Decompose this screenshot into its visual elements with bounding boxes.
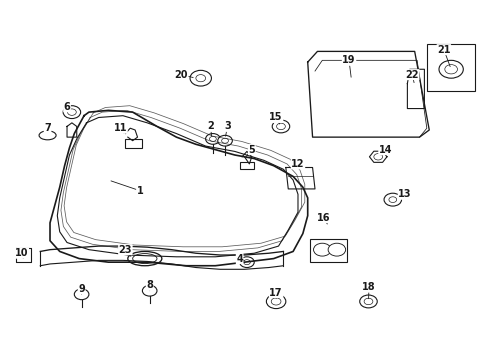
- Text: 8: 8: [146, 280, 153, 291]
- Circle shape: [276, 123, 285, 130]
- Ellipse shape: [127, 251, 162, 266]
- Circle shape: [205, 134, 220, 144]
- Text: 4: 4: [236, 253, 243, 264]
- Circle shape: [388, 197, 396, 203]
- Text: 16: 16: [316, 212, 330, 222]
- Text: 3: 3: [224, 121, 230, 131]
- Text: 11: 11: [114, 123, 127, 133]
- Text: 12: 12: [291, 159, 304, 169]
- Circle shape: [63, 106, 81, 118]
- Circle shape: [190, 70, 211, 86]
- Circle shape: [272, 120, 289, 133]
- Text: 2: 2: [206, 121, 213, 131]
- Text: 13: 13: [397, 189, 411, 199]
- Bar: [239, 162, 254, 169]
- Circle shape: [444, 64, 457, 74]
- Circle shape: [313, 243, 330, 256]
- Bar: [309, 239, 346, 262]
- Text: 10: 10: [15, 248, 28, 258]
- Text: 7: 7: [44, 123, 51, 133]
- Circle shape: [209, 136, 216, 141]
- Text: 17: 17: [269, 288, 282, 297]
- Circle shape: [438, 60, 462, 78]
- Circle shape: [221, 138, 228, 143]
- Text: 20: 20: [174, 69, 188, 80]
- Circle shape: [383, 193, 401, 206]
- Bar: [125, 139, 142, 148]
- Text: 21: 21: [436, 45, 449, 55]
- Text: 18: 18: [362, 282, 375, 292]
- Text: 22: 22: [405, 69, 418, 80]
- Text: 19: 19: [342, 55, 355, 65]
- Circle shape: [373, 154, 382, 160]
- Text: 9: 9: [78, 284, 85, 294]
- Text: 5: 5: [248, 145, 255, 155]
- Text: 1: 1: [136, 186, 143, 196]
- Circle shape: [142, 285, 157, 296]
- Circle shape: [243, 260, 250, 265]
- Text: 14: 14: [378, 145, 391, 155]
- Circle shape: [74, 289, 89, 300]
- Circle shape: [266, 294, 285, 309]
- Circle shape: [196, 75, 205, 82]
- Text: 15: 15: [269, 112, 282, 122]
- Circle shape: [364, 298, 372, 305]
- Circle shape: [327, 243, 345, 256]
- Circle shape: [239, 257, 254, 267]
- Circle shape: [217, 135, 232, 146]
- Bar: [426, 44, 474, 91]
- Ellipse shape: [132, 253, 157, 264]
- Text: 23: 23: [119, 245, 132, 255]
- Circle shape: [67, 109, 76, 115]
- Circle shape: [271, 298, 281, 305]
- Text: 6: 6: [63, 102, 70, 112]
- Circle shape: [359, 295, 376, 308]
- Ellipse shape: [39, 131, 56, 140]
